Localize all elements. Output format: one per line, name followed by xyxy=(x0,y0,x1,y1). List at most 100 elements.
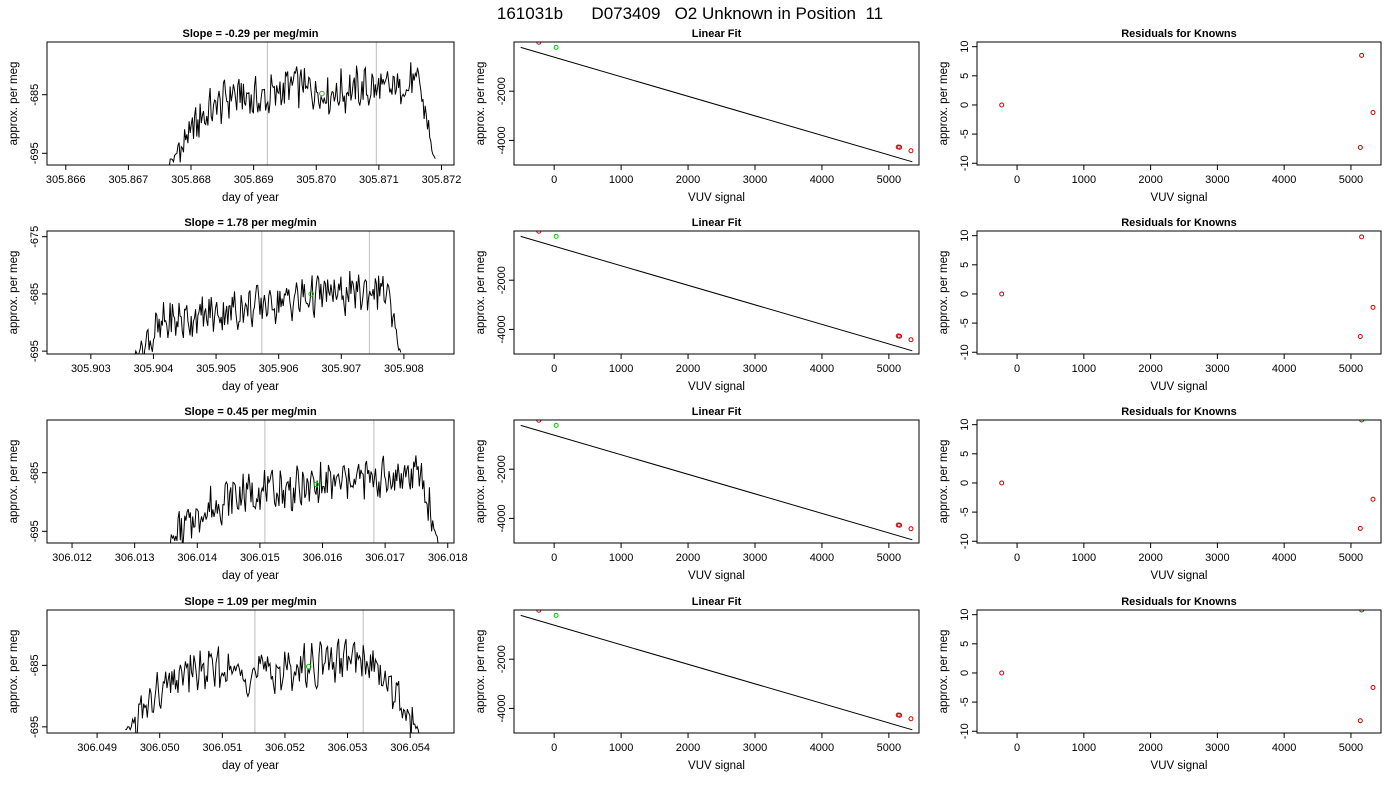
plot-area xyxy=(134,231,402,354)
panel-title: Slope = 1.78 per meg/min xyxy=(184,217,317,229)
x-tick-label: 1000 xyxy=(609,363,633,375)
x-tick-label: 0 xyxy=(1014,174,1020,186)
unknown-point xyxy=(313,481,320,488)
panel-title: Linear Fit xyxy=(692,406,742,418)
y-tick-label: -695 xyxy=(29,520,41,542)
y-tick-label: -4000 xyxy=(496,504,508,532)
y-tick-label: 5 xyxy=(959,262,971,268)
y-axis-label: approx. per meg xyxy=(8,251,20,335)
x-tick-label: 305.907 xyxy=(321,363,361,375)
residual-point xyxy=(1370,110,1376,116)
y-tick-label: 10 xyxy=(959,609,971,621)
x-tick-label: 305.908 xyxy=(384,363,424,375)
unknown-point xyxy=(553,44,559,50)
y-tick-label: -685 xyxy=(29,84,41,106)
panel-r1-c3: Residuals for Knowns 0 1000 2000 3000 4000 500… xyxy=(938,28,1382,204)
known-point xyxy=(897,522,903,528)
trace-line xyxy=(134,270,402,354)
y-tick-label: -675 xyxy=(29,226,41,248)
x-tick-label: 306.053 xyxy=(328,742,368,754)
y-axis-label: approx. per meg xyxy=(8,62,20,146)
y-axis-label: approx. per meg xyxy=(8,630,20,714)
trace-line xyxy=(168,62,436,165)
y-tick-label: -2000 xyxy=(496,266,508,294)
x-tick-label: 1000 xyxy=(1072,742,1096,754)
x-tick-label: 5000 xyxy=(877,174,901,186)
x-tick-label: 0 xyxy=(551,552,557,564)
y-tick-label: -10 xyxy=(959,533,971,549)
y-axis-label: approx. per meg xyxy=(938,630,950,714)
known-point xyxy=(908,148,914,154)
panel-r4-c3: Residuals for Knowns 0 1000 2000 3000 4000 500… xyxy=(938,596,1382,772)
unknown-point xyxy=(305,663,312,670)
residual-point xyxy=(1359,610,1365,613)
x-tick-label: 4000 xyxy=(810,363,834,375)
y-tick-label: -695 xyxy=(29,340,41,362)
y-tick-label: 0 xyxy=(959,102,971,108)
panel-title: Linear Fit xyxy=(692,28,742,40)
y-tick-label: -10 xyxy=(959,155,971,171)
plot-frame xyxy=(976,419,1382,544)
y-axis-label: approx. per meg xyxy=(475,62,487,146)
panel-title: Slope = 0.45 per meg/min xyxy=(184,406,317,418)
residual-point xyxy=(1357,525,1363,531)
x-tick-label: 305.869 xyxy=(234,174,274,186)
y-tick-label: 0 xyxy=(959,480,971,486)
x-tick-label: 1000 xyxy=(1072,552,1096,564)
plot-frame xyxy=(513,419,920,544)
x-axis-label: VUV signal xyxy=(1151,381,1208,393)
x-tick-label: 305.866 xyxy=(46,174,86,186)
x-tick-label: 3000 xyxy=(743,363,767,375)
residual-point xyxy=(1370,685,1376,691)
panel-title: Residuals for Knowns xyxy=(1121,406,1237,418)
x-axis-label: VUV signal xyxy=(688,192,745,204)
plot-area xyxy=(125,610,420,733)
x-tick-label: 0 xyxy=(551,742,557,754)
known-point xyxy=(897,333,903,339)
x-tick-label: 305.905 xyxy=(196,363,236,375)
plot-frame xyxy=(46,609,455,734)
x-tick-label: 306.050 xyxy=(140,742,180,754)
residual-point xyxy=(999,291,1005,297)
x-tick-label: 1000 xyxy=(609,742,633,754)
y-axis-label: approx. per meg xyxy=(938,251,950,335)
x-tick-label: 306.014 xyxy=(177,552,217,564)
x-tick-label: 4000 xyxy=(810,552,834,564)
fit-line xyxy=(520,614,913,731)
trace-line xyxy=(169,455,439,543)
x-tick-label: 3000 xyxy=(1205,552,1229,564)
plot-area xyxy=(520,231,914,352)
x-tick-label: 305.903 xyxy=(71,363,111,375)
x-tick-label: 4000 xyxy=(1272,174,1296,186)
x-tick-label: 306.012 xyxy=(52,552,92,564)
y-tick-label: 5 xyxy=(959,73,971,79)
plot-frame xyxy=(976,609,1382,734)
y-tick-label: 10 xyxy=(959,41,971,53)
plot-area xyxy=(999,420,1376,531)
panel-r3-c1: Slope = 0.45 per meg/min 306.012 306.013 30… xyxy=(8,406,468,582)
x-tick-label: 0 xyxy=(551,363,557,375)
x-tick-label: 306.049 xyxy=(77,742,117,754)
y-tick-label: -685 xyxy=(29,462,41,484)
y-axis-label: approx. per meg xyxy=(938,440,950,524)
known-point xyxy=(908,337,914,343)
x-tick-label: 1000 xyxy=(609,552,633,564)
x-tick-label: 3000 xyxy=(1205,174,1229,186)
panel-title: Slope = -0.29 per meg/min xyxy=(182,28,318,40)
x-axis-label: day of year xyxy=(222,570,279,582)
x-tick-label: 2000 xyxy=(676,552,700,564)
panel-r3-c3: Residuals for Knowns 0 1000 2000 3000 4000 500… xyxy=(938,406,1382,582)
plot-area xyxy=(520,610,914,731)
y-tick-label: 5 xyxy=(959,641,971,647)
panel-r4-c1: Slope = 1.09 per meg/min 306.049 306.050 30… xyxy=(8,596,455,772)
y-tick-label: -10 xyxy=(959,344,971,360)
x-tick-label: 3000 xyxy=(1205,742,1229,754)
y-tick-label: -5 xyxy=(959,129,971,139)
x-tick-label: 306.051 xyxy=(202,742,242,754)
x-tick-label: 1000 xyxy=(1072,174,1096,186)
plot-area xyxy=(169,420,439,543)
y-tick-label: -5 xyxy=(959,507,971,517)
y-axis-label: approx. per meg xyxy=(938,62,950,146)
residual-point xyxy=(999,480,1005,486)
